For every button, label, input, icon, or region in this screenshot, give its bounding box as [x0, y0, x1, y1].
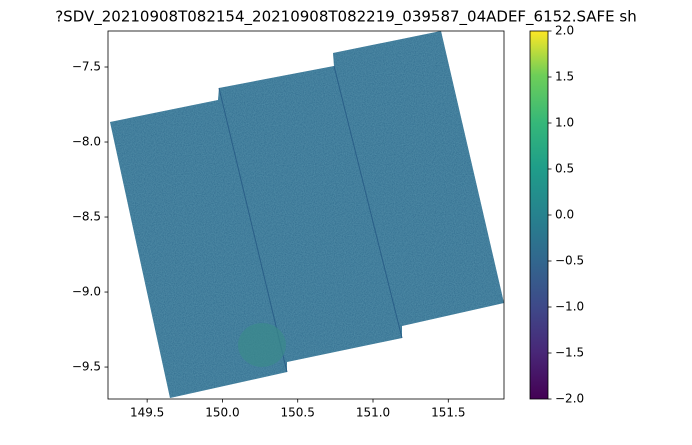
colorbar-tick-label: −1.0 — [555, 300, 584, 314]
y-tick-label: −9.0 — [72, 285, 101, 299]
y-tick-label: −7.5 — [72, 60, 101, 74]
colorbar-tick-label: −1.5 — [555, 346, 584, 360]
swath-seam — [218, 65, 403, 373]
plot-frame — [107, 30, 505, 400]
x-tick-label: 150.0 — [205, 406, 239, 420]
x-tick-label: 149.5 — [130, 406, 164, 420]
x-tick-label: 151.0 — [356, 406, 390, 420]
chart-title: ?SDV_20210908T082154_20210908T082219_039… — [55, 8, 637, 27]
colorbar-tick-label: −2.0 — [555, 392, 584, 406]
colorbar-tick-label: 0.0 — [555, 208, 574, 222]
colorbar-tick-label: 2.0 — [555, 24, 574, 38]
y-tick-label: −8.0 — [72, 135, 101, 149]
colorbar-tick-label: 0.5 — [555, 162, 574, 176]
x-tick-label: 151.5 — [431, 406, 465, 420]
image-feature — [238, 323, 286, 367]
colorbar-tick-label: −0.5 — [555, 254, 584, 268]
y-tick-label: −9.5 — [72, 360, 101, 374]
colorbar-tick-label: 1.5 — [555, 70, 574, 84]
colorbar — [529, 30, 549, 400]
colorbar-tick-label: 1.0 — [555, 116, 574, 130]
x-tick-label: 150.5 — [281, 406, 315, 420]
y-tick-label: −8.5 — [72, 210, 101, 224]
image-footprint — [110, 31, 504, 398]
